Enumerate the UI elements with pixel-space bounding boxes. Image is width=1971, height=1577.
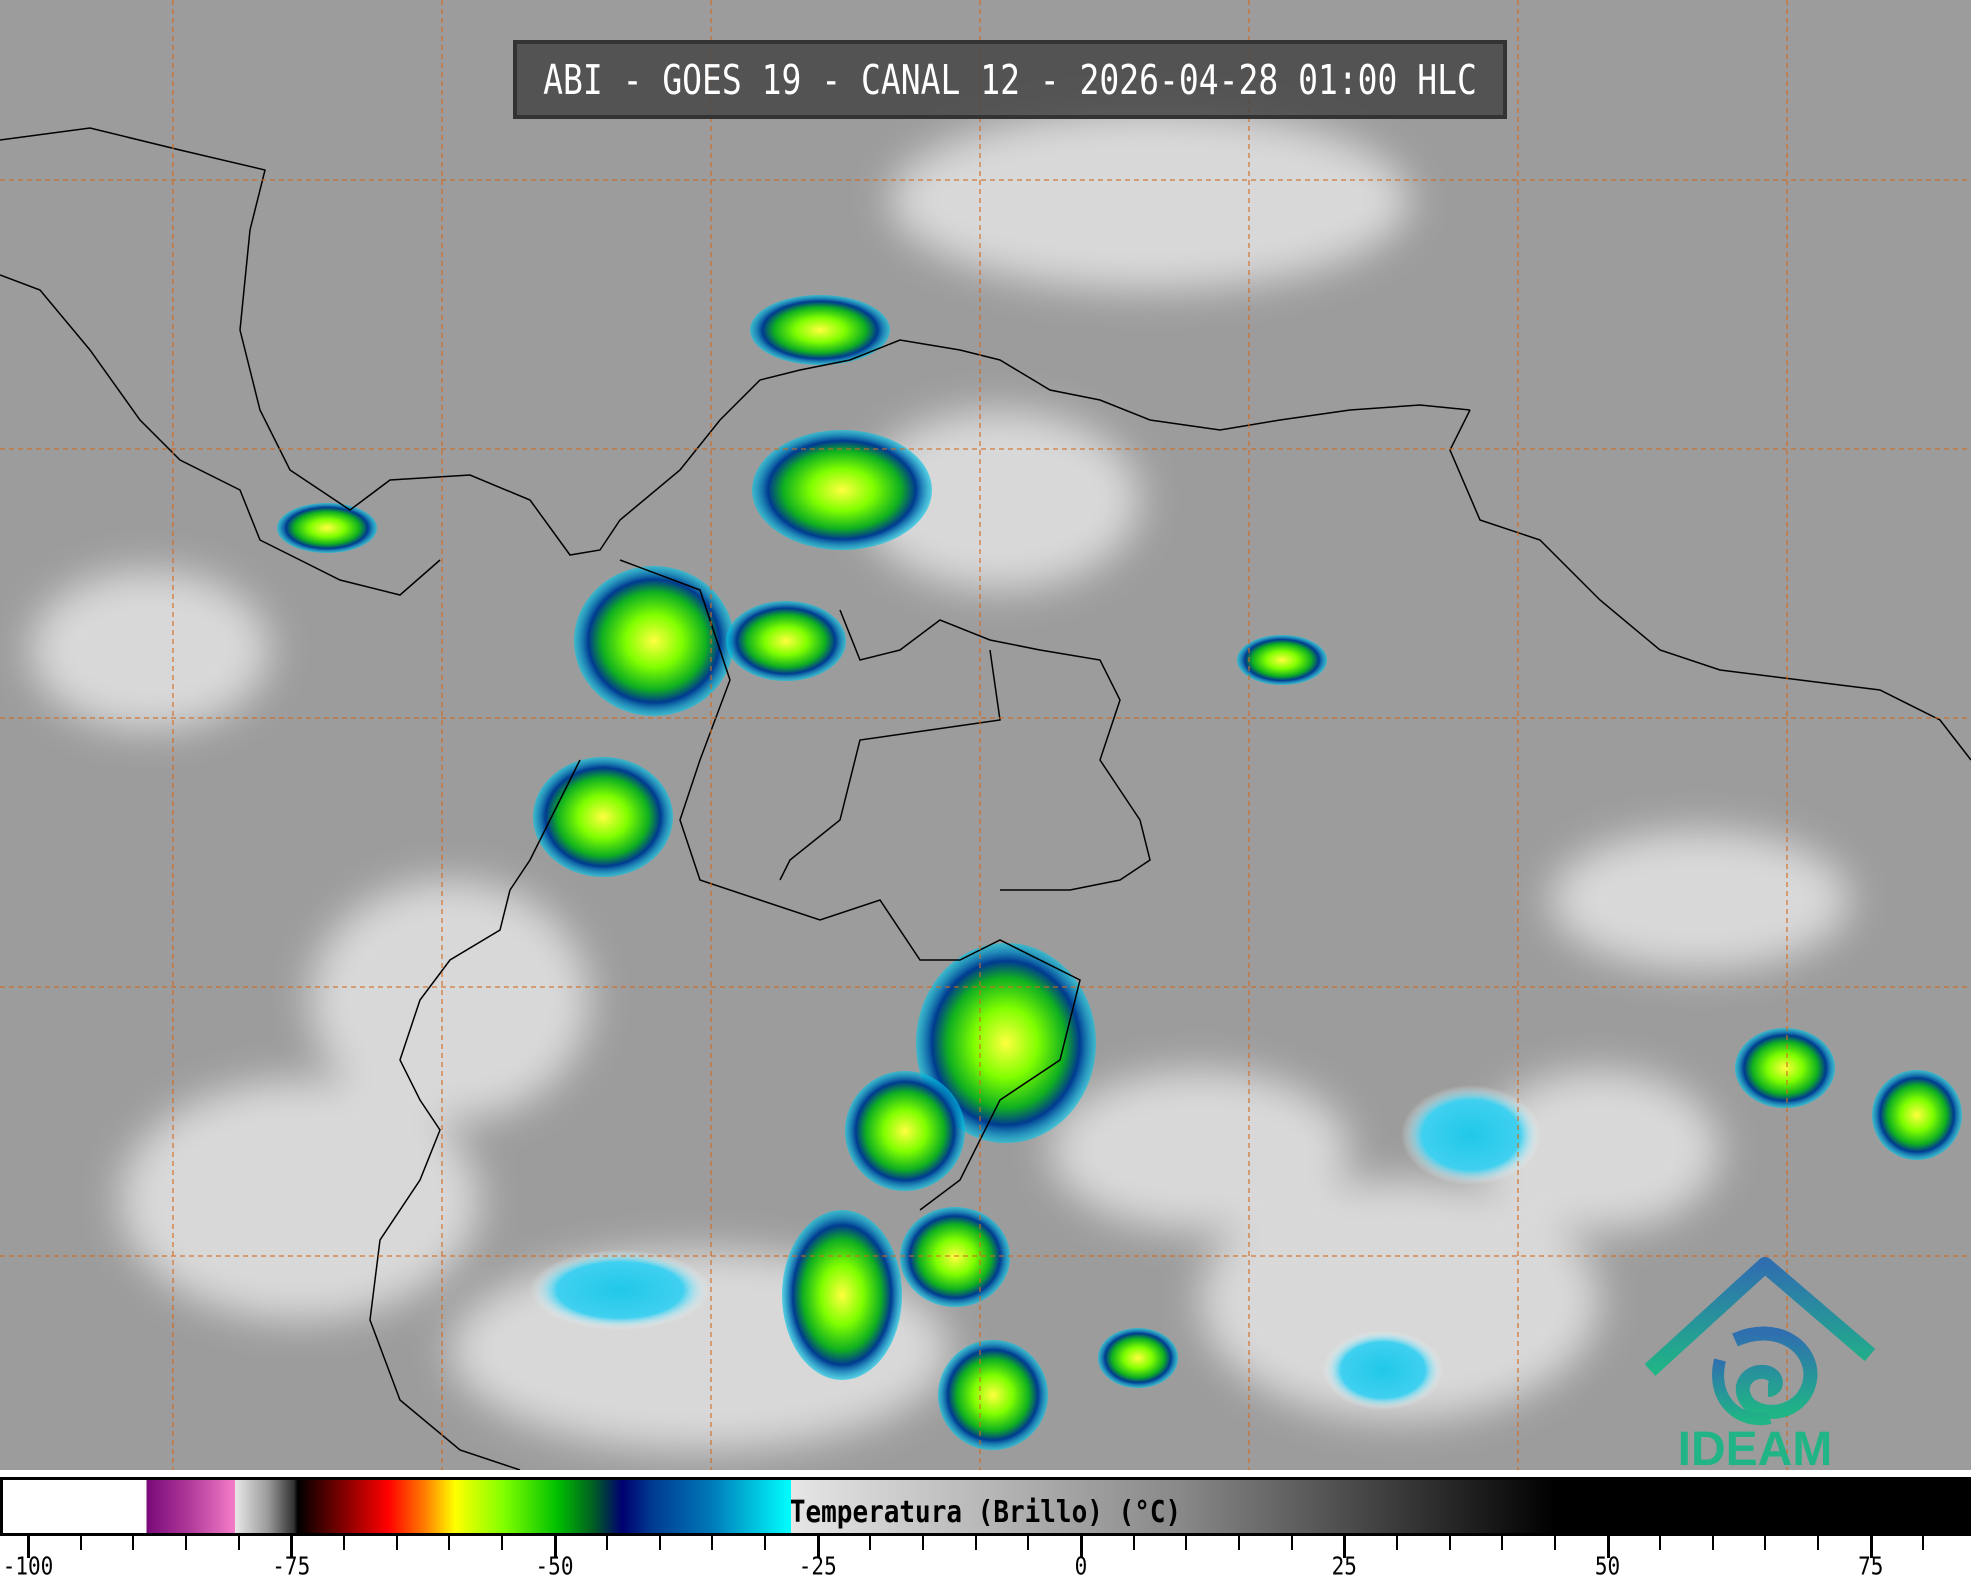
logo-text: IDEAM [1678,1423,1833,1470]
colorbar-tick [1606,1536,1610,1558]
colorbar-tick [974,1536,977,1550]
colorbar-legend: Temperatura (Brillo) (°C) -100 -75 -50 -25 0… [0,1470,1971,1577]
colorbar-tick [1290,1536,1293,1550]
colorbar-tick [1237,1536,1240,1550]
colorbar-tick [184,1536,187,1550]
ideam-logo: IDEAM [1644,1257,1876,1470]
colorbar-tick-label: -75 [272,1551,311,1577]
colorbar-tick-label: 75 [1858,1551,1884,1577]
colorbar-tick [922,1536,925,1550]
cloud-layer [30,110,1850,1450]
colorbar-tick [395,1536,398,1550]
colorbar-tick [1343,1536,1347,1558]
colorbar-tick [1448,1536,1451,1550]
colorbar-tick [606,1536,609,1550]
colorbar-tick [1027,1536,1030,1550]
coastlines [0,127,1971,1470]
colorbar-tick [132,1536,135,1550]
colorbar-tick-label: 50 [1594,1551,1621,1577]
colorbar-tick-label: 25 [1331,1551,1357,1577]
colorbar-tick [1132,1536,1135,1550]
colorbar-tick [869,1536,872,1550]
colorbar-tick [1080,1536,1083,1558]
colorbar-tick [1185,1536,1188,1550]
colorbar-tick [27,1536,30,1558]
colorbar-tick-label: -50 [535,1551,574,1577]
colorbar-tick [553,1536,557,1558]
colorbar-tick [1711,1536,1714,1550]
colorbar-tick [1553,1536,1556,1550]
colorbar-tick-label: -25 [798,1551,837,1577]
colorbar-tick-label: 0 [1074,1551,1088,1577]
colorbar: Temperatura (Brillo) (°C) [0,1477,1971,1536]
title-text: ABI - GOES 19 - CANAL 12 - 2026-04-28 01… [543,55,1477,104]
colorbar-tick [1501,1536,1504,1550]
colorbar-tick [500,1536,503,1550]
colorbar-tick-label: -100 [2,1551,54,1577]
colorbar-tick [79,1536,82,1550]
colorbar-tick [1817,1536,1820,1550]
colorbar-tick [448,1536,451,1550]
lat-lon-grid [0,0,1971,1470]
colorbar-tick [711,1536,714,1550]
colorbar-tick [342,1536,345,1550]
colorbar-tick [1395,1536,1398,1550]
colorbar-tick [1659,1536,1662,1550]
colorbar-tick [1869,1536,1873,1558]
colorbar-tick [816,1536,820,1558]
colorbar-tick [764,1536,767,1550]
colorbar-tick [1764,1536,1767,1550]
title-banner: ABI - GOES 19 - CANAL 12 - 2026-04-28 01… [513,40,1507,119]
colorbar-tick [290,1536,294,1558]
satellite-map [0,0,1971,1470]
colorbar-tick [237,1536,240,1550]
colorbar-tick [1922,1536,1925,1550]
colorbar-tick [658,1536,661,1550]
convective-storms [277,295,1962,1450]
colorbar-label: Temperatura (Brillo) (°C) [789,1495,1182,1531]
